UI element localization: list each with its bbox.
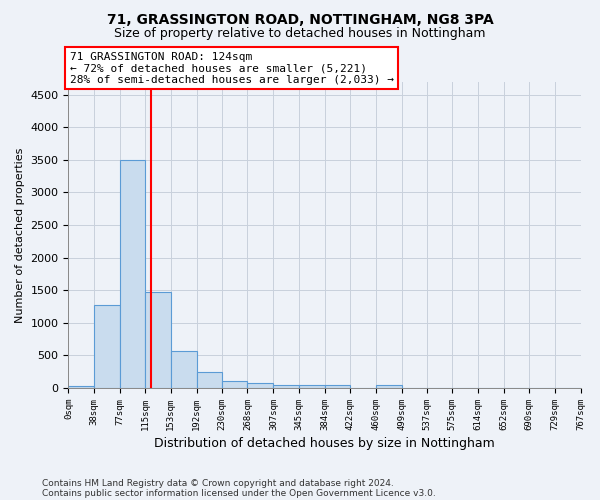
Text: Contains public sector information licensed under the Open Government Licence v3: Contains public sector information licen…: [42, 488, 436, 498]
Text: Size of property relative to detached houses in Nottingham: Size of property relative to detached ho…: [114, 28, 486, 40]
X-axis label: Distribution of detached houses by size in Nottingham: Distribution of detached houses by size …: [154, 437, 495, 450]
Bar: [299, 386, 325, 388]
Text: Contains HM Land Registry data © Crown copyright and database right 2024.: Contains HM Land Registry data © Crown c…: [42, 478, 394, 488]
Bar: [376, 386, 401, 388]
Bar: [325, 385, 350, 388]
Bar: [222, 381, 247, 388]
Bar: [145, 292, 170, 388]
Bar: [170, 351, 197, 388]
Bar: [68, 386, 94, 388]
Bar: [247, 383, 274, 388]
Bar: [197, 372, 222, 388]
Bar: [120, 160, 145, 388]
Text: 71, GRASSINGTON ROAD, NOTTINGHAM, NG8 3PA: 71, GRASSINGTON ROAD, NOTTINGHAM, NG8 3P…: [107, 12, 493, 26]
Bar: [274, 385, 299, 388]
Text: 71 GRASSINGTON ROAD: 124sqm
← 72% of detached houses are smaller (5,221)
28% of : 71 GRASSINGTON ROAD: 124sqm ← 72% of det…: [70, 52, 394, 85]
Y-axis label: Number of detached properties: Number of detached properties: [15, 147, 25, 322]
Bar: [94, 304, 120, 388]
